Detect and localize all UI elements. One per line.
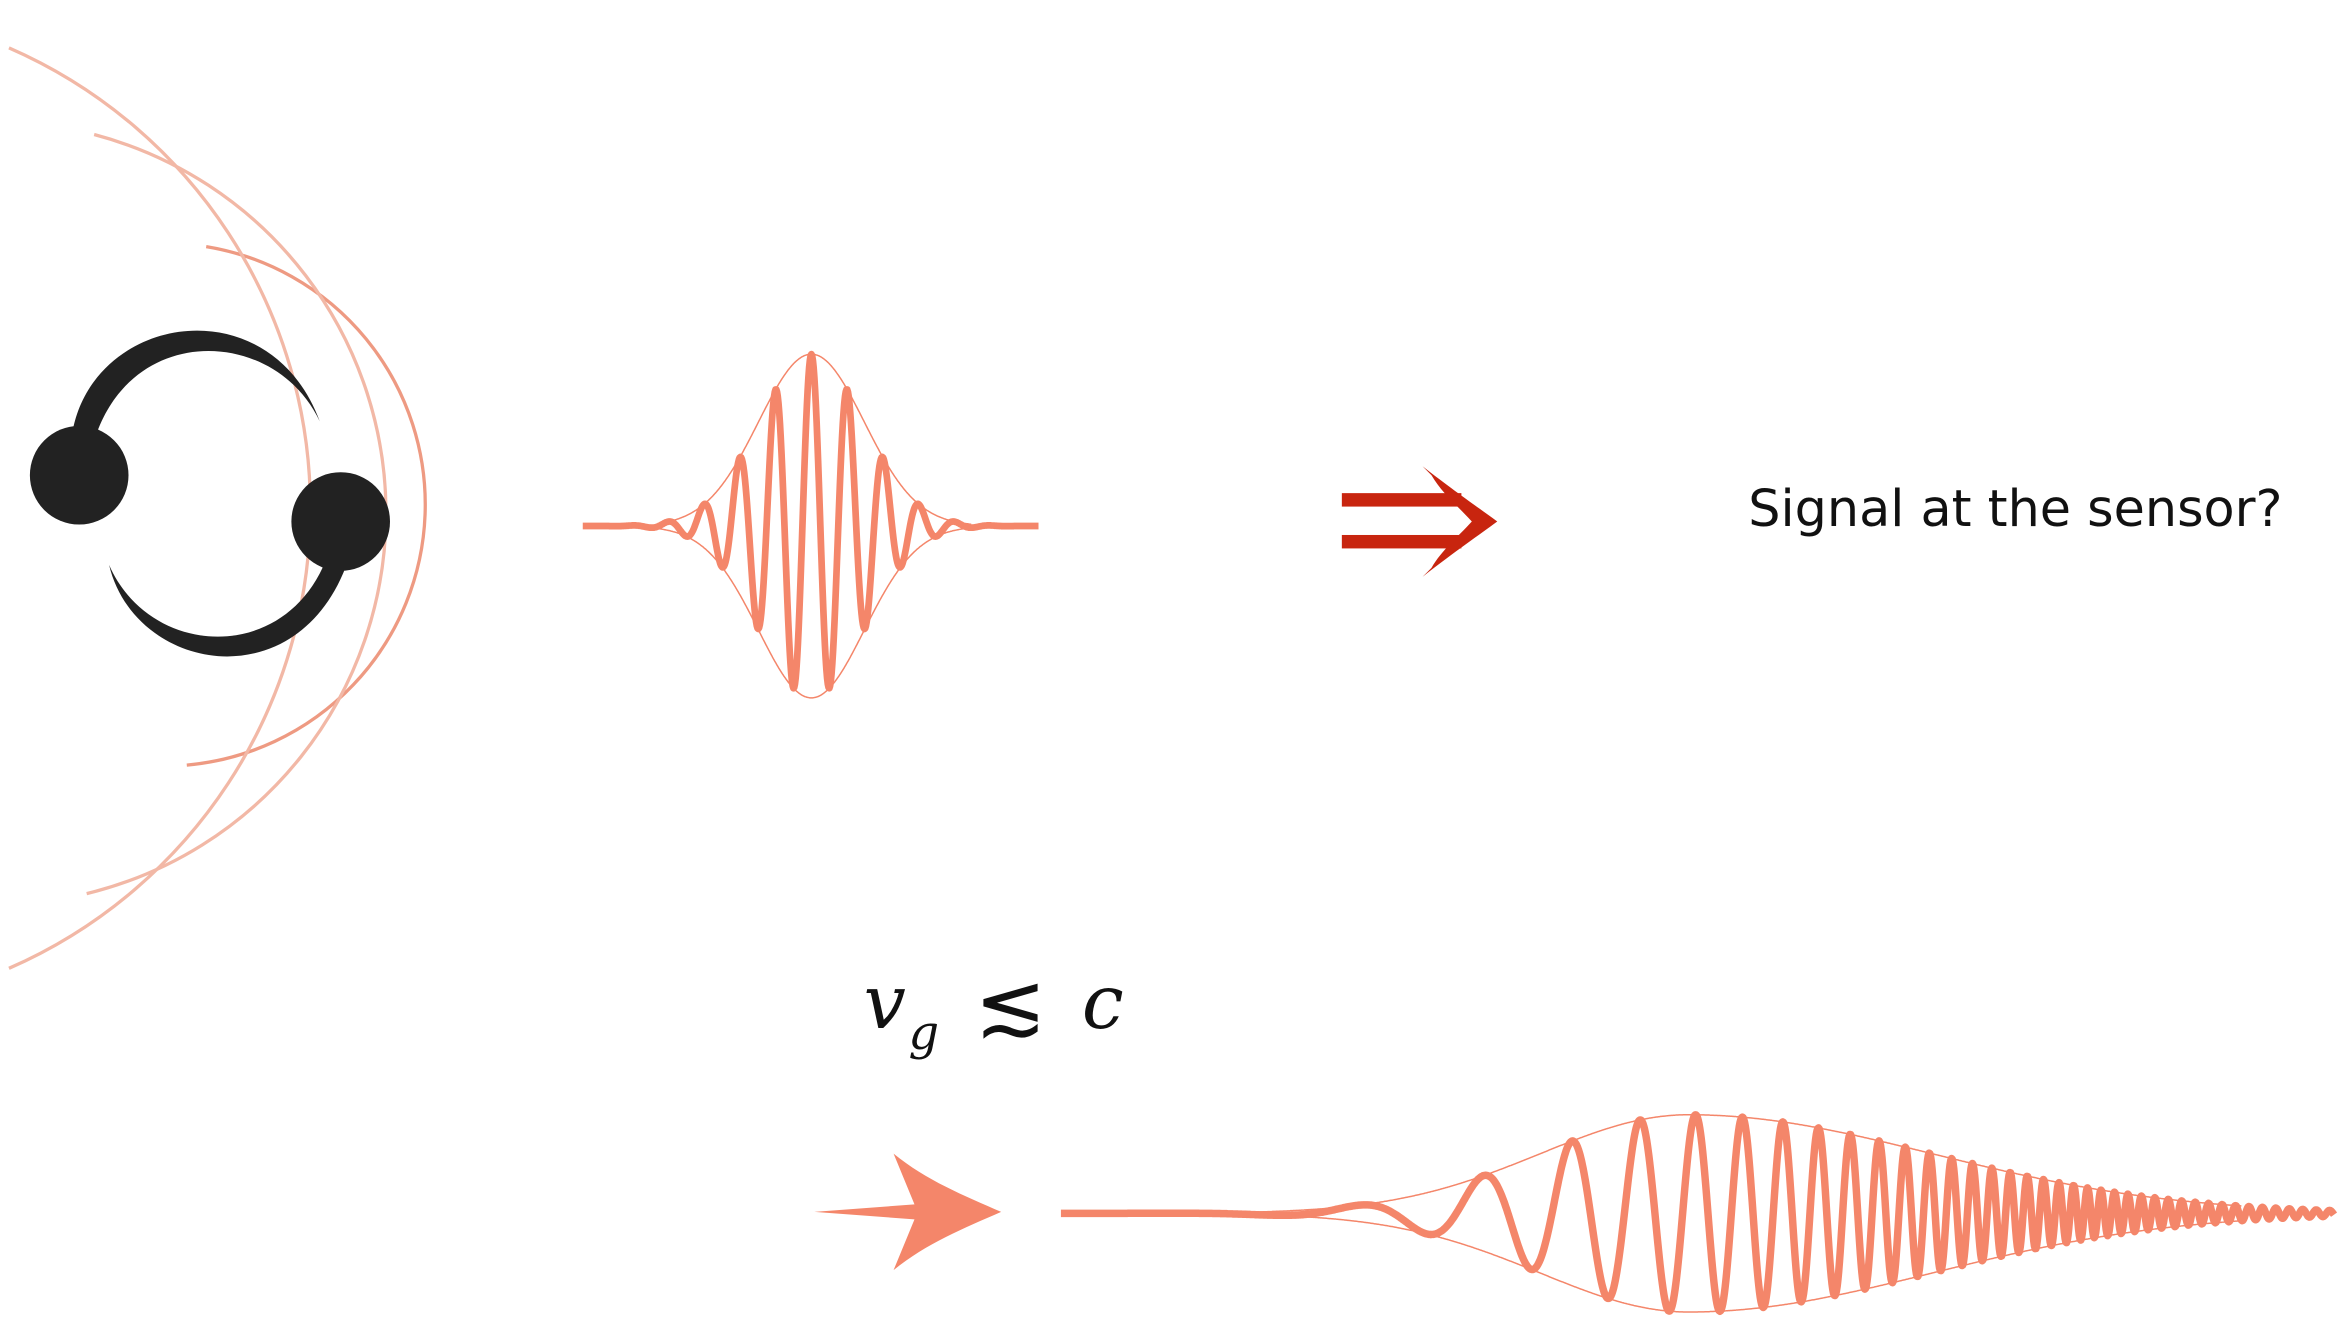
formula-relation: ≲	[974, 955, 1047, 1055]
orbit-trail	[109, 560, 348, 656]
formula-lhs: v	[864, 959, 906, 1046]
black-hole	[291, 472, 390, 571]
page: Signal at the sensor? v g ≲ c (() => { c…	[0, 0, 2343, 1318]
wave-packet	[583, 354, 1039, 698]
diagram: Signal at the sensor? v g ≲ c	[0, 0, 2343, 1318]
direction-arrow	[814, 1154, 1001, 1271]
formula-subscript: g	[909, 1006, 940, 1061]
waveform	[583, 354, 1039, 688]
chirp-signal	[1061, 1115, 2334, 1312]
waveform	[1061, 1115, 2334, 1311]
caption: Signal at the sensor?	[1748, 479, 2282, 538]
formula-rhs: c	[1082, 959, 1124, 1046]
arrow-line	[1342, 535, 1462, 548]
envelope	[657, 528, 971, 698]
binary	[30, 331, 390, 657]
formula: v g ≲ c	[864, 955, 1124, 1061]
black-hole	[30, 426, 129, 525]
implies-arrow	[1342, 466, 1497, 577]
arrow-line	[1342, 493, 1462, 506]
arrow-head	[1423, 466, 1498, 577]
